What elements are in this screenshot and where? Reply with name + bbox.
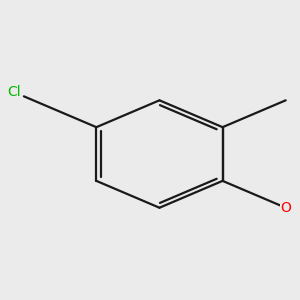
Text: Cl: Cl [8,85,21,99]
Text: O: O [280,201,291,215]
